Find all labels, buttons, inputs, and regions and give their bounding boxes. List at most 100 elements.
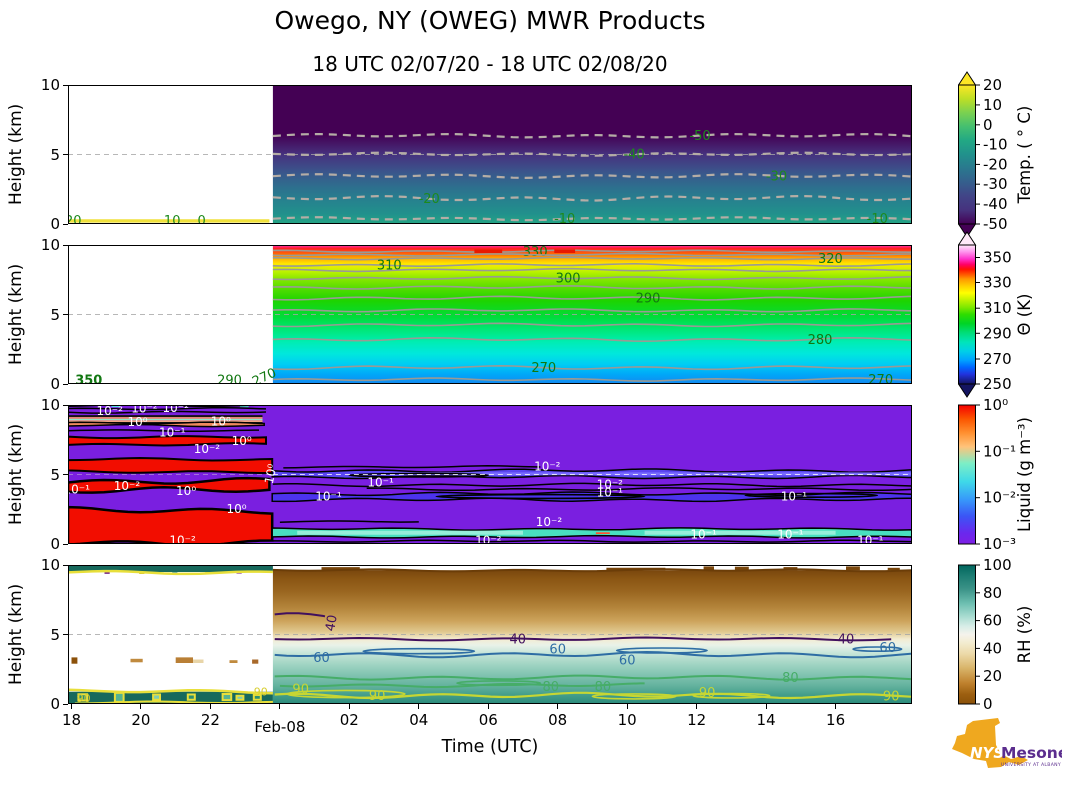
y-tick-label: 5: [50, 465, 60, 484]
contour-label: 10⁻¹: [367, 476, 394, 490]
band: [703, 566, 714, 571]
contour-label: 90: [77, 692, 91, 704]
colorbar-tick-label: 40: [983, 639, 1002, 657]
contour-loop: [456, 680, 542, 687]
colorbar-tick-label: 80: [983, 584, 1002, 602]
band: [252, 659, 259, 664]
thin-contour-line: [366, 487, 912, 492]
contour-label: 40: [323, 614, 341, 633]
contour-label: 80: [543, 680, 560, 695]
contour-label: 10⁰: [127, 415, 147, 429]
colorbar-tick-label: -10: [983, 136, 1008, 154]
band: [235, 694, 245, 701]
contour-line: [274, 650, 912, 659]
contour-label: 10⁻¹: [597, 485, 624, 499]
colorbar-temperature: 20 10 0 -10-20 -30 -40 -50 Temp. ( ° C): [958, 71, 1034, 238]
y-tick-mark: [63, 383, 68, 385]
contour-line: [279, 682, 645, 689]
band: [152, 693, 161, 701]
panel-frame: [68, 245, 912, 384]
thin-contour-line: [272, 568, 912, 573]
contour-label: 330: [523, 245, 548, 260]
contour-label: 80: [595, 680, 612, 695]
contour-line: [272, 267, 912, 273]
band: [846, 566, 860, 571]
panel-rh: 40 40 40 60 60 60 60 80 80 80 90 90 90 90 90 90: [68, 565, 912, 704]
contour-label: -20: [419, 192, 440, 207]
contour-line: [272, 364, 912, 371]
y-axis-label: Height (km): [6, 423, 26, 526]
contour-line: [274, 636, 892, 642]
y-tick-label: 0: [50, 375, 60, 393]
contour-label: 290: [217, 374, 242, 384]
colorbar-body: [958, 244, 976, 385]
band: [229, 660, 238, 663]
band: [297, 530, 523, 535]
contour-label: 10⁻¹: [315, 490, 342, 504]
y-tick-label: 0: [50, 215, 60, 233]
colorbar-tick-label: 330: [983, 274, 1012, 292]
contour-line: [272, 336, 912, 343]
contour-label: 10⁻²: [475, 534, 502, 544]
contour-label: 60: [313, 651, 330, 666]
panel-plot-area: -50 -40 -30 -20 -10 -10 20 10 0: [68, 85, 912, 224]
contour-label: 10⁻¹: [68, 483, 90, 497]
colorbar-rh: 100 80 60 40 20 0 RH (%): [958, 556, 1034, 713]
contour-label: 10⁻¹: [777, 528, 804, 542]
band: [887, 567, 900, 571]
panel-frame: [68, 405, 912, 544]
colorbar-liquid: 10⁰ 10⁻¹ 10⁻² 10⁻³ Liquid (g m⁻³): [958, 396, 1034, 553]
contour-label: 10⁻¹: [690, 528, 717, 542]
contour-label: -10: [554, 212, 575, 224]
thin-contour-line: [272, 482, 912, 488]
y-tick-label: 5: [50, 305, 60, 324]
page-subtitle: 18 UTC 02/07/20 - 18 UTC 02/08/20: [312, 52, 668, 76]
contour-line: [274, 612, 326, 618]
band: [130, 658, 143, 663]
contour-line: [272, 285, 912, 290]
x-tick-mark: [140, 704, 142, 709]
x-tick-label: 04: [409, 711, 429, 729]
y-tick-mark: [63, 404, 68, 406]
colorbar-tick-label: 310: [983, 299, 1012, 317]
y-tick-label: 0: [50, 535, 60, 553]
contour-label: 10⁻²: [534, 460, 561, 474]
contour-line: [272, 151, 912, 157]
contour-line: [272, 322, 912, 328]
contour-line: [272, 262, 912, 268]
band: [68, 219, 270, 223]
band: [104, 572, 110, 574]
x-tick-mark: [279, 704, 281, 709]
band: [71, 657, 78, 664]
colorbar-tick-label: 20: [983, 667, 1002, 685]
contour-line: [272, 308, 912, 313]
contour-label: 80: [782, 671, 799, 686]
y-tick-label: 10: [40, 556, 60, 574]
contour-loop: [362, 647, 476, 655]
x-tick-label: 08: [548, 711, 568, 729]
colorbar-label: Liquid (g m⁻³): [1015, 417, 1034, 532]
contour-label: 90: [883, 689, 900, 704]
thin-contour-line: [68, 429, 260, 433]
panel-temperature: -50 -40 -30 -20 -10 -10 20 10 0: [68, 85, 912, 224]
y-tick-label: 5: [50, 145, 60, 164]
x-tick-label: 10: [617, 711, 637, 729]
contour-label: 10⁻²: [162, 405, 189, 415]
colorbar-tick-label: 0: [983, 116, 993, 134]
contour-label: -40: [623, 148, 644, 163]
colorbar-label: Temp. ( ° C): [1015, 106, 1034, 205]
contour-label: 10⁻¹: [781, 490, 808, 504]
colorbar-label: Θ (K): [1015, 294, 1034, 336]
contour-line: [272, 216, 912, 222]
x-tick-label: 12: [687, 711, 707, 729]
y-tick-mark: [63, 703, 68, 705]
x-tick-label: 02: [339, 711, 359, 729]
contour-label: 270: [531, 361, 556, 376]
y-tick-mark: [63, 84, 68, 86]
x-tick-label: Feb-08: [254, 718, 306, 736]
y-axis-label: Height (km): [6, 583, 26, 686]
contour-label: 10⁰: [176, 484, 196, 498]
colorbar-tick-label: 0: [983, 695, 993, 713]
band: [68, 435, 267, 447]
